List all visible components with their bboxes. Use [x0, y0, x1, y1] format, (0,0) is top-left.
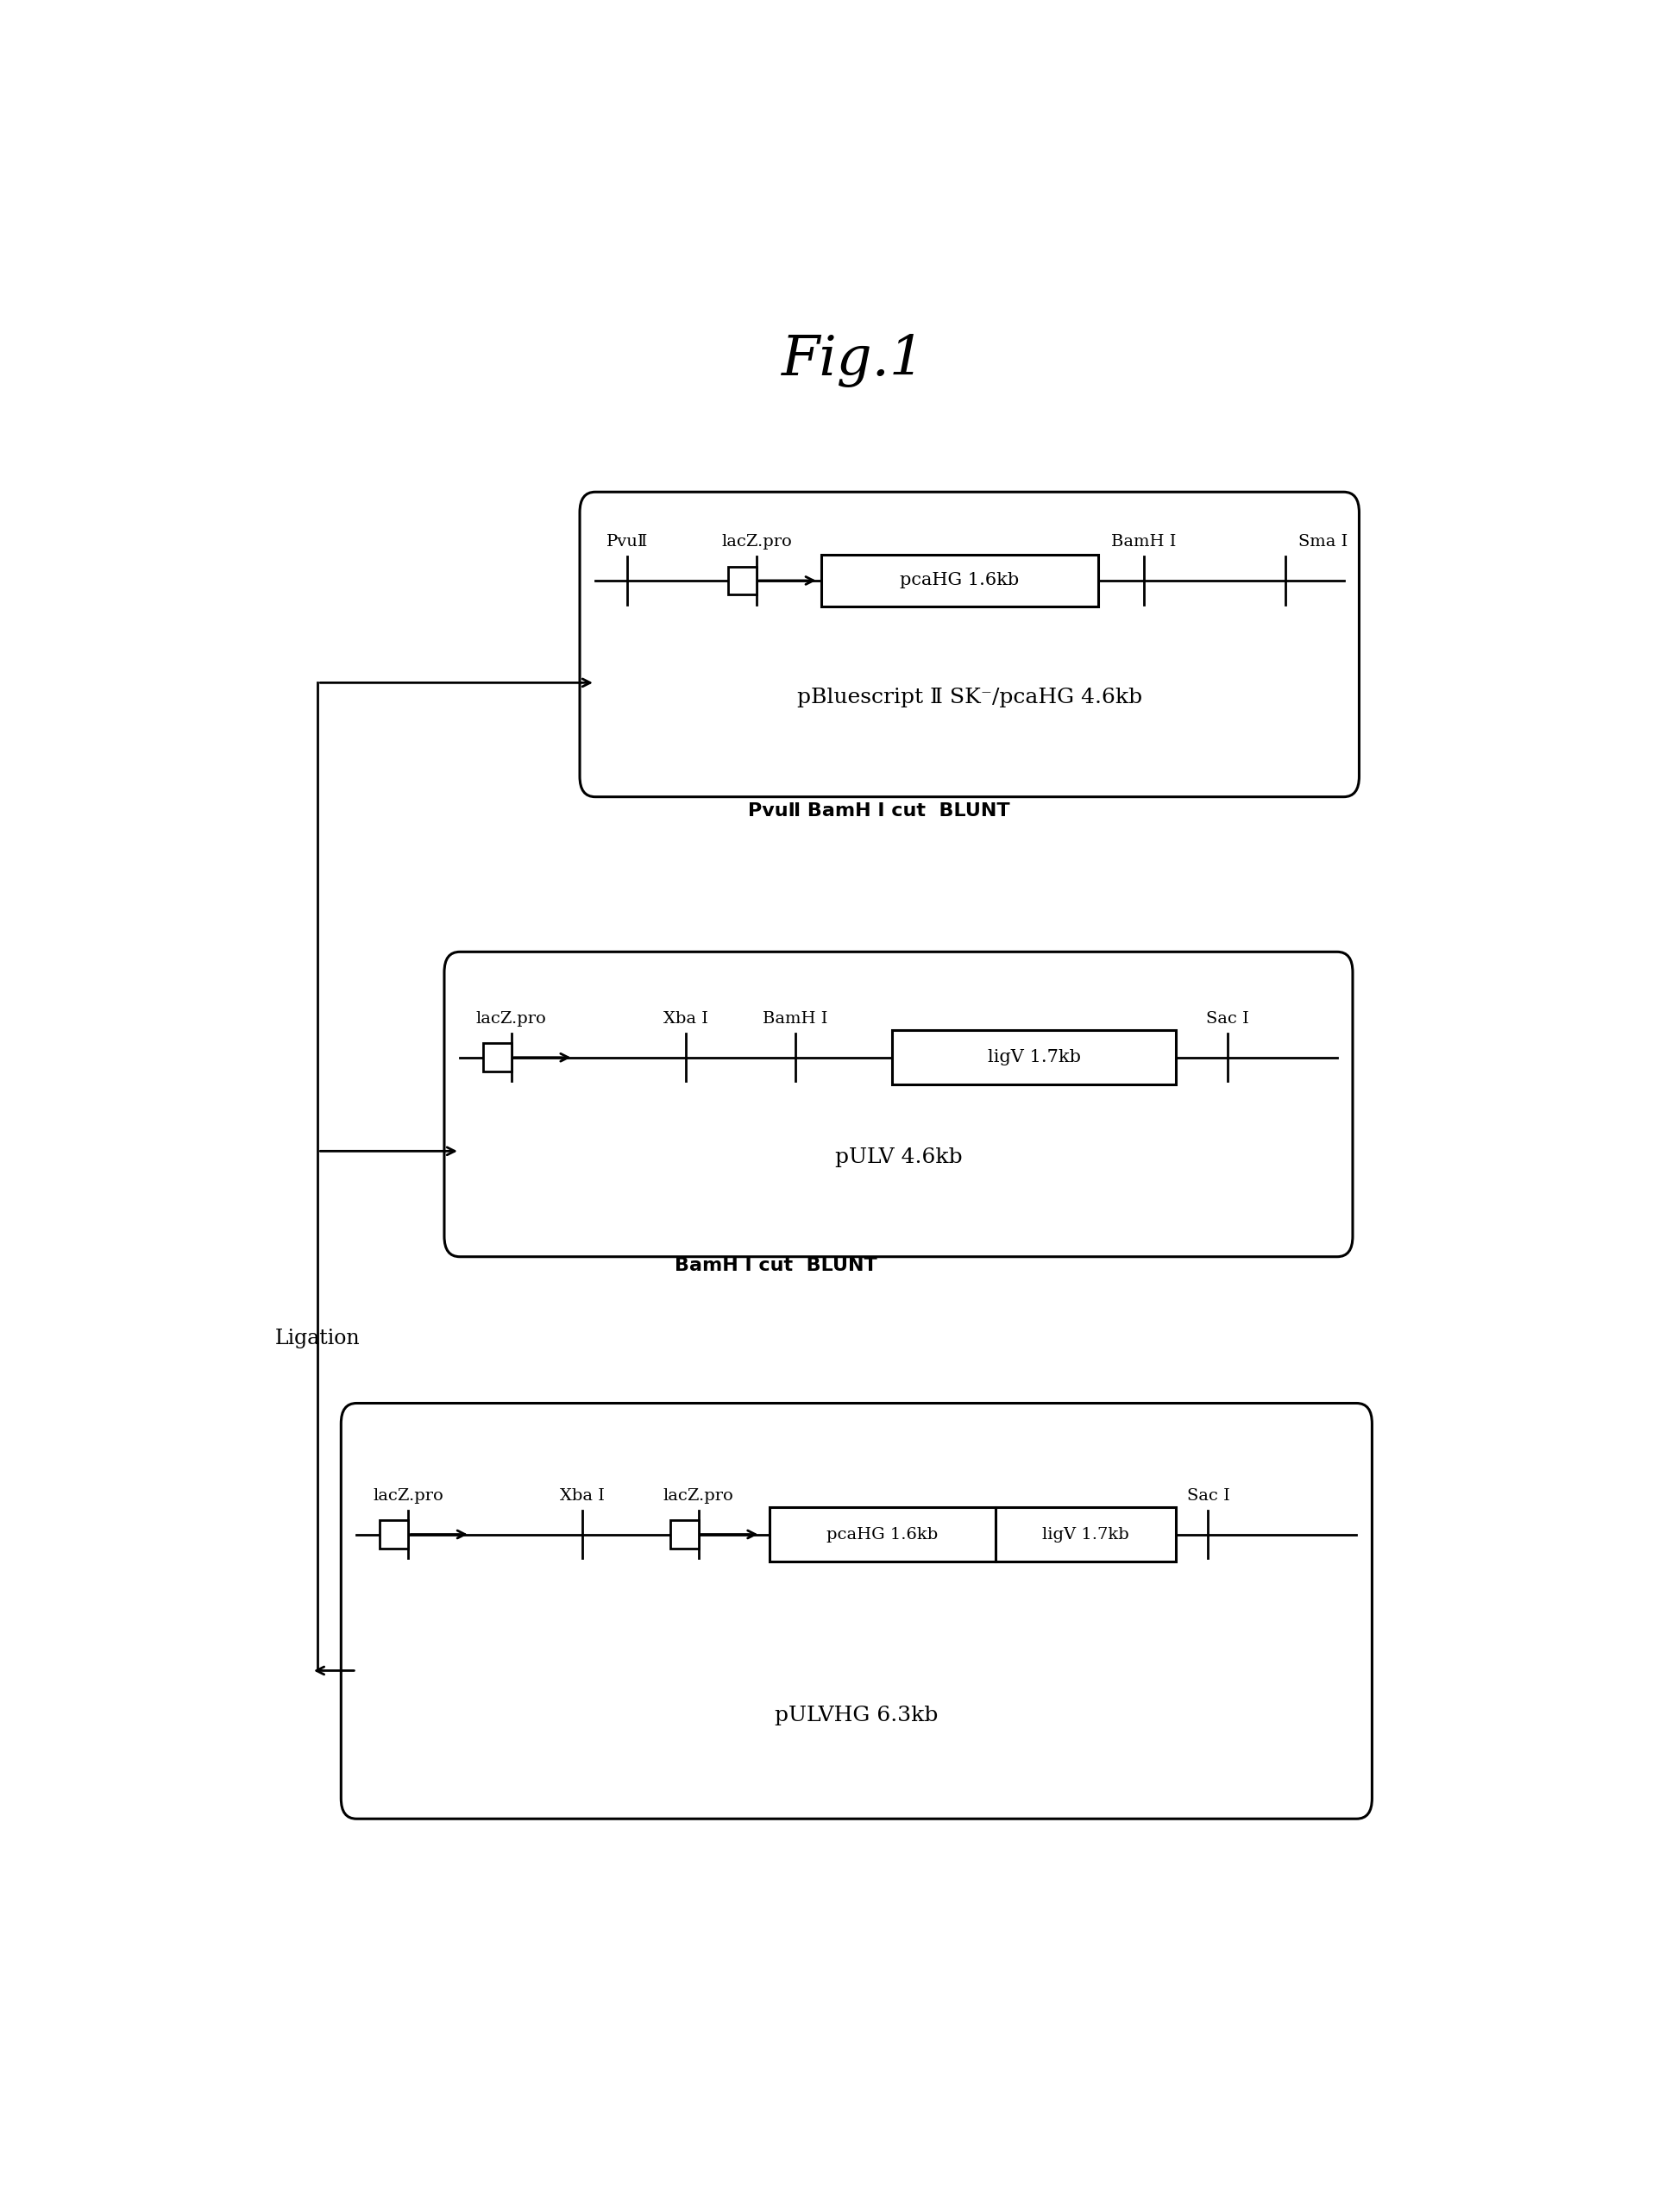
Text: lacZ.pro: lacZ.pro [476, 1011, 546, 1026]
FancyBboxPatch shape [341, 1402, 1372, 1818]
Bar [728, 566, 756, 595]
Text: BamH I: BamH I [1111, 535, 1175, 551]
Text: PvuⅡ BamH I cut  BLUNT: PvuⅡ BamH I cut BLUNT [748, 803, 1011, 818]
Text: Ligation: Ligation [275, 1329, 360, 1349]
Text: Xba I: Xba I [663, 1011, 708, 1026]
Bar [996, 1506, 1175, 1562]
Text: lacZ.pro: lacZ.pro [373, 1489, 443, 1504]
Text: lacZ.pro: lacZ.pro [663, 1489, 734, 1504]
Text: Sac I: Sac I [1205, 1011, 1249, 1026]
Text: Xba I: Xba I [559, 1489, 604, 1504]
Text: pULVHG 6.3kb: pULVHG 6.3kb [774, 1705, 937, 1725]
Text: Fig.1: Fig.1 [781, 334, 926, 387]
Text: lacZ.pro: lacZ.pro [721, 535, 793, 551]
FancyBboxPatch shape [445, 951, 1352, 1256]
Text: pcaHG 1.6kb: pcaHG 1.6kb [901, 573, 1019, 588]
Bar [769, 1506, 996, 1562]
Text: BamH I: BamH I [763, 1011, 828, 1026]
Text: BamH I cut  BLUNT: BamH I cut BLUNT [674, 1256, 877, 1274]
FancyBboxPatch shape [579, 491, 1359, 796]
Text: Sac I: Sac I [1187, 1489, 1230, 1504]
Text: PvuⅡ: PvuⅡ [606, 535, 648, 551]
Bar [380, 1520, 408, 1548]
Text: pULV 4.6kb: pULV 4.6kb [834, 1148, 962, 1168]
Bar [892, 1031, 1175, 1084]
Bar [483, 1044, 511, 1071]
Text: pcaHG 1.6kb: pcaHG 1.6kb [826, 1526, 937, 1542]
Text: pBluescript Ⅱ SK⁻/pcaHG 4.6kb: pBluescript Ⅱ SK⁻/pcaHG 4.6kb [798, 688, 1142, 708]
Bar [669, 1520, 699, 1548]
Text: Sma I: Sma I [1299, 535, 1349, 551]
Text: ligV 1.7kb: ligV 1.7kb [1042, 1526, 1129, 1542]
Bar [821, 555, 1099, 606]
Text: ligV 1.7kb: ligV 1.7kb [987, 1048, 1081, 1066]
